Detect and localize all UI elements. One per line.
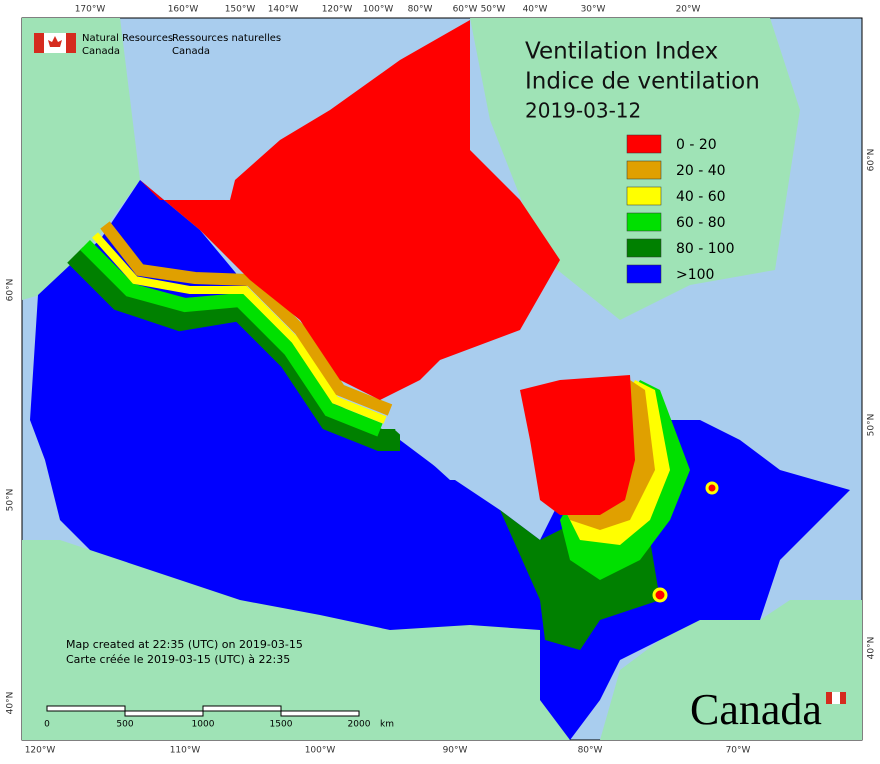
graticule-label: 70°W [726, 746, 751, 756]
org-name-en: Natural Resources [82, 33, 173, 44]
org-name-en: Canada [82, 46, 120, 57]
graticule-label: 50°W [481, 5, 506, 15]
legend-swatch [626, 238, 662, 258]
logo-flag [34, 33, 846, 704]
scale-segment [202, 705, 282, 712]
graticule-label: 40°N [867, 637, 877, 660]
credit-line: Carte créée le 2019-03-15 (UTC) à 22:35 [66, 653, 290, 666]
graticule-label: 120°W [25, 746, 56, 756]
graticule: 170°W 160°W 150°W 140°W 120°W 100°W 80°W 60°W 50… [6, 5, 877, 756]
credit-line: Map created at 22:35 (UTC) on 2019-03-15 [66, 638, 303, 651]
graticule-label: 60°W [453, 5, 478, 15]
scale-label: 2000 [348, 720, 371, 730]
graticule-label: 120°W [322, 5, 353, 15]
graticule-label: 100°W [363, 5, 394, 15]
map-title: Indice de ventilation [525, 69, 760, 95]
graticule-label: 40°N [6, 692, 16, 715]
map-title: 2019-03-12 [525, 99, 641, 123]
graticule-label: 20°W [676, 5, 701, 15]
graticule-label: 100°W [305, 746, 336, 756]
scale-segment [280, 710, 360, 717]
org-name-fr: Ressources naturelles [172, 33, 281, 44]
graticule-label: 80°W [578, 746, 603, 756]
graticule-label: 50°N [6, 489, 16, 512]
graticule-label: 150°W [225, 5, 256, 15]
legend-label: >100 [676, 267, 714, 283]
scale-unit: km [380, 720, 394, 730]
legend-label: 0 - 20 [676, 137, 717, 153]
graticule-label: 170°W [75, 5, 106, 15]
legend-label: 40 - 60 [676, 189, 726, 205]
graticule-label: 90°W [443, 746, 468, 756]
legend-label: 80 - 100 [676, 241, 735, 257]
wordmark: Canada [690, 685, 822, 734]
legend: 0 - 20 20 - 40 40 - 60 60 - 80 80 - 100 >100 [626, 134, 735, 284]
legend-swatch [626, 160, 662, 180]
graticule-label: 160°W [168, 5, 199, 15]
legend-label: 20 - 40 [676, 163, 726, 179]
graticule-label: 40°W [523, 5, 548, 15]
canada-index [30, 20, 850, 740]
scale-bar: 0 500 1000 1500 2000 km [44, 705, 394, 730]
legend-swatch [626, 186, 662, 206]
scale-segment [124, 710, 204, 717]
scale-label: 0 [44, 720, 50, 730]
org-name-fr: Canada [172, 46, 210, 57]
map-title: Ventilation Index [525, 39, 718, 65]
legend-swatch [626, 212, 662, 232]
graticule-label: 60°N [6, 279, 16, 302]
graticule-label: 80°W [408, 5, 433, 15]
graticule-label: 110°W [170, 746, 201, 756]
graticule-label: 140°W [268, 5, 299, 15]
graticule-label: 30°W [581, 5, 606, 15]
scale-label: 1000 [192, 720, 215, 730]
scale-label: 500 [116, 720, 133, 730]
scale-segment [46, 705, 126, 712]
graticule-label: 60°N [867, 149, 877, 172]
graticule-label: 50°N [867, 414, 877, 437]
legend-label: 60 - 80 [676, 215, 726, 231]
legend-swatch [626, 264, 662, 284]
scale-label: 1500 [270, 720, 293, 730]
legend-swatch [626, 134, 662, 154]
